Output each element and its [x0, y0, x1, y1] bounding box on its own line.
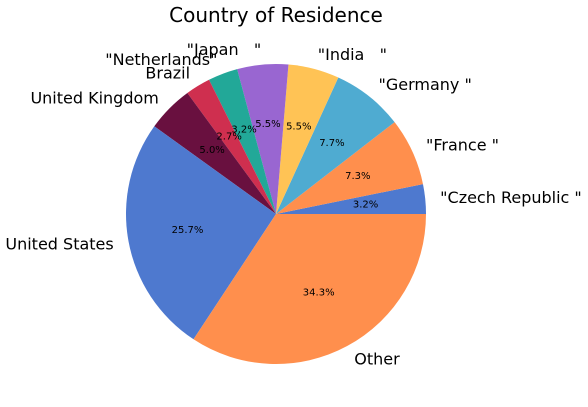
pie-slice — [276, 64, 339, 214]
slice-label: "Germany " — [378, 75, 471, 94]
percent-labels: 3.2%7.3%7.7%5.5%5.5%3.2%2.7%5.0%25.7%34.… — [172, 119, 379, 299]
slice-label: Brazil — [145, 64, 190, 83]
percent-label: 3.2% — [231, 124, 256, 135]
slice-label: "India " — [318, 45, 387, 64]
pie-slice — [187, 79, 276, 214]
pie-slice — [126, 126, 276, 340]
slice-labels: "Czech Republic " "France " "Germany " "Ind… — [5, 40, 581, 369]
pie-slice — [154, 93, 276, 214]
pie-slice — [193, 214, 426, 365]
pie-slice — [276, 184, 427, 214]
percent-label: 5.5% — [255, 119, 280, 130]
slice-label: "Netherlands" — [105, 50, 217, 69]
slice-label: "France " — [426, 136, 499, 155]
slice-label: United States — [5, 234, 113, 253]
pie-slice — [276, 122, 423, 214]
percent-label: 7.7% — [319, 138, 344, 149]
pie-slices — [126, 64, 427, 365]
slice-label: United Kingdom — [30, 88, 158, 107]
percent-label: 3.2% — [353, 199, 378, 210]
slice-label: "Czech Republic " — [440, 188, 582, 207]
percent-label: 25.7% — [172, 225, 204, 236]
percent-label: 5.0% — [199, 145, 224, 156]
percent-label: 2.7% — [216, 132, 241, 143]
slice-label: "Japan " — [187, 40, 262, 59]
slice-label: Other — [354, 350, 400, 369]
percent-label: 5.5% — [286, 121, 311, 132]
pie-slice — [237, 64, 289, 215]
pie-slice — [209, 69, 276, 215]
percent-label: 7.3% — [345, 171, 370, 182]
pie-slice — [276, 77, 395, 214]
chart-title: Country of Residence — [169, 3, 383, 27]
percent-label: 34.3% — [303, 288, 335, 299]
